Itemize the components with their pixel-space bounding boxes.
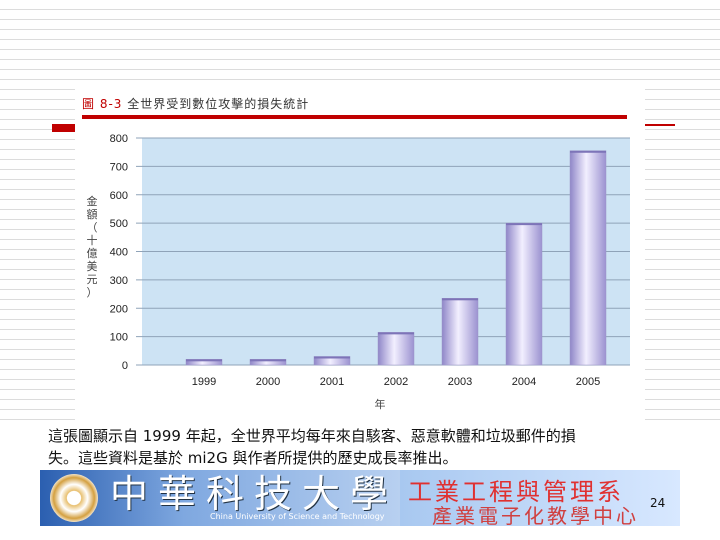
y-axis-label-char: ） <box>87 286 98 299</box>
background-lines-top <box>0 0 720 100</box>
figure-caption: 圖 8-3 全世界受到數位攻擊的損失統計 <box>82 95 309 112</box>
x-tick-label: 2004 <box>512 376 536 388</box>
y-tick-label: 700 <box>110 161 128 173</box>
bar-top-2001 <box>314 356 350 359</box>
bar-top-2004 <box>506 223 542 226</box>
y-axis-label-char: 美 <box>87 260 98 273</box>
bar-2005 <box>569 150 607 366</box>
x-tick-label: 2001 <box>320 376 344 388</box>
bar-2004 <box>505 222 543 366</box>
bar-top-2005 <box>570 150 606 153</box>
slide-accent-line <box>645 124 675 126</box>
x-tick-label: 2005 <box>576 376 600 388</box>
x-axis-label: 年 <box>375 397 386 411</box>
x-tick-labels: 1999 2000 2001 2002 2003 2004 2005 <box>192 376 600 388</box>
department-name: 工業工程與管理系 <box>408 478 624 506</box>
figure-number: 圖 8-3 <box>82 97 123 111</box>
y-axis-label-char: 金 <box>87 194 98 208</box>
center-name: 產業電子化教學中心 <box>432 504 639 528</box>
description-line-2: 失。這些資料是基於 mi2G 與作者所提供的歷史成長率推出。 <box>48 449 458 467</box>
bar-chart: 0 100 200 300 400 500 600 700 800 1999 2000 2001 20… <box>87 133 630 411</box>
slide-description: 這張圖顯示自 1999 年起，全世界平均每年來自駭客、惡意軟體和垃圾郵件的損 失… <box>48 425 576 469</box>
bar-top-1999 <box>186 359 222 362</box>
y-tick-label: 300 <box>110 275 128 287</box>
y-tick-label: 100 <box>110 332 128 344</box>
y-axis-label-char: 十 <box>87 233 98 247</box>
y-tick-labels: 0 100 200 300 400 500 600 700 800 <box>110 133 128 372</box>
y-axis-label-char: 額 <box>87 208 98 221</box>
x-tick-label: 1999 <box>192 376 216 388</box>
y-tick-label: 500 <box>110 218 128 230</box>
school-seal-icon <box>50 474 98 522</box>
background-lines-left <box>0 100 75 420</box>
bar-top-2003 <box>442 298 478 301</box>
school-banner <box>40 470 400 526</box>
x-tick-label: 2002 <box>384 376 408 388</box>
page-number: 24 <box>650 496 666 510</box>
y-axis-label-char: （ <box>87 221 98 234</box>
bar-2001 <box>313 356 351 366</box>
y-tick-label: 0 <box>122 360 128 372</box>
school-name: 中華科技大學 <box>110 472 399 516</box>
x-tick-label: 2003 <box>448 376 472 388</box>
y-tick-label: 800 <box>110 133 128 145</box>
y-axis-label-char: 元 <box>87 273 98 286</box>
y-tick-label: 600 <box>110 190 128 202</box>
bar-top-2002 <box>378 332 414 335</box>
y-axis-label-char: 億 <box>87 247 98 260</box>
y-tick-label: 400 <box>110 247 128 259</box>
bar-top-2000 <box>250 359 286 362</box>
bar-2002 <box>377 332 415 366</box>
figure-rule <box>82 115 627 119</box>
slide-accent-bar <box>52 124 75 132</box>
background-lines-right <box>645 100 720 420</box>
y-tick-label: 200 <box>110 303 128 315</box>
school-name-english: China University of Science and Technolo… <box>210 512 385 521</box>
figure-title: 全世界受到數位攻擊的損失統計 <box>127 97 310 111</box>
grid-lines <box>136 137 630 366</box>
description-line-1: 這張圖顯示自 1999 年起，全世界平均每年來自駭客、惡意軟體和垃圾郵件的損 <box>48 427 576 445</box>
bar-2003 <box>441 298 479 366</box>
department-banner <box>400 470 680 526</box>
x-axis-label-text: 年 <box>375 397 386 411</box>
footer-banner: 中華科技大學 China University of Science and T… <box>40 470 680 528</box>
x-tick-label: 2000 <box>256 376 280 388</box>
bars <box>185 150 607 366</box>
